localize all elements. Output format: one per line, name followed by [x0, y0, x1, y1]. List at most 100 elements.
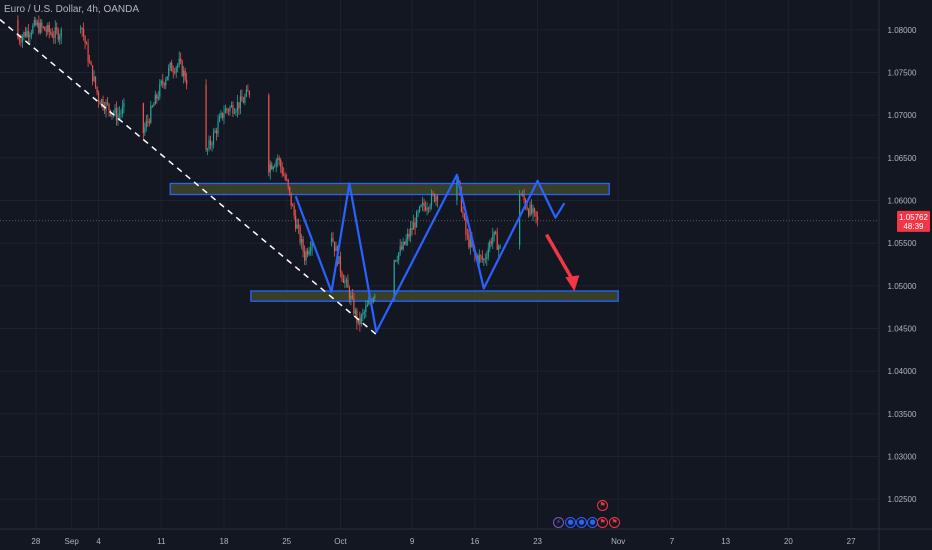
- us-flag-icon[interactable]: ⚑: [597, 500, 608, 511]
- candle-down: [530, 204, 533, 214]
- lightning-icon[interactable]: ⚡: [553, 517, 564, 528]
- time-tick-label: Sep: [65, 537, 80, 546]
- candle-up: [522, 194, 524, 195]
- candle-down: [106, 101, 109, 104]
- candle-down: [295, 215, 297, 229]
- candle-up: [220, 112, 222, 117]
- candle-up: [368, 300, 370, 305]
- descending-trendline: [0, 19, 377, 336]
- time-axis-background: [0, 529, 932, 550]
- candle-down: [142, 103, 144, 134]
- candle-up: [36, 22, 38, 25]
- candle-down: [171, 62, 173, 72]
- candle-down: [48, 25, 50, 33]
- candle-up: [121, 106, 124, 114]
- time-tick-label: 9: [410, 537, 415, 546]
- candle-up: [59, 36, 61, 40]
- candle-up: [396, 260, 398, 261]
- candle-up: [236, 102, 239, 111]
- candle-down: [468, 234, 470, 248]
- candle-down: [151, 106, 153, 107]
- us-flag-icon[interactable]: ⚑: [597, 517, 608, 528]
- candle-down: [20, 40, 22, 43]
- candle-up: [484, 258, 486, 260]
- candle-up: [398, 252, 400, 261]
- candle-up: [418, 206, 421, 212]
- candle-down: [465, 219, 467, 235]
- candle-up: [157, 96, 159, 99]
- candle-up: [330, 238, 333, 242]
- candle-up: [311, 241, 313, 249]
- candle-down: [348, 287, 351, 300]
- projection-arrow-shaft: [544, 233, 575, 283]
- candle-down: [86, 43, 88, 45]
- candle-up: [426, 208, 428, 211]
- time-tick-label: 16: [470, 537, 479, 546]
- price-countdown-label: 48:39: [903, 222, 924, 231]
- candle-down: [147, 121, 149, 122]
- candle-down: [414, 222, 416, 228]
- candle-down: [88, 61, 91, 63]
- candle-up: [269, 164, 271, 173]
- time-tick-label: Oct: [334, 537, 347, 546]
- candle-down: [423, 202, 425, 207]
- chart-grid: [0, 0, 878, 529]
- candle-up: [21, 36, 23, 43]
- candle-up: [26, 31, 28, 37]
- candle-up: [118, 113, 121, 115]
- candle-down: [172, 71, 174, 73]
- candle-down: [226, 108, 228, 111]
- globe-icon[interactable]: ●: [576, 517, 587, 528]
- candle-up: [32, 25, 34, 34]
- price-tick-label: 1.06000: [888, 197, 917, 206]
- candle-down: [97, 92, 100, 102]
- candle-up: [350, 295, 352, 300]
- candle-down: [280, 159, 282, 167]
- candle-up: [100, 99, 103, 105]
- candle-up: [144, 127, 146, 134]
- candle-down: [490, 241, 492, 244]
- candle-down: [27, 31, 29, 38]
- candle-up: [469, 239, 471, 248]
- candle-up: [478, 255, 480, 263]
- candles-layer: [17, 15, 539, 332]
- us-flag-icon[interactable]: ⚑: [609, 517, 620, 528]
- candle-up: [277, 158, 279, 161]
- globe-icon[interactable]: ●: [565, 517, 576, 528]
- candle-up: [23, 31, 25, 37]
- candle-down: [186, 79, 188, 85]
- candle-down: [281, 166, 283, 174]
- price-tick-label: 1.07000: [888, 111, 917, 120]
- candle-down: [103, 107, 106, 111]
- candle-up: [153, 104, 155, 107]
- candle-up: [296, 224, 298, 229]
- candle-down: [90, 61, 92, 66]
- candle-down: [81, 28, 83, 30]
- candle-down: [536, 216, 539, 221]
- candle-up: [366, 304, 368, 307]
- candle-up: [305, 251, 307, 261]
- candle-down: [96, 86, 98, 93]
- candle-up: [224, 108, 227, 114]
- current-price-label: 1.05762: [899, 213, 928, 222]
- candle-down: [180, 58, 182, 62]
- candle-down: [333, 241, 336, 252]
- current-price-badge: [897, 210, 930, 232]
- candle-down: [496, 233, 498, 250]
- candle-up: [372, 297, 374, 303]
- candle-up: [244, 96, 246, 103]
- candle-up: [430, 193, 433, 206]
- candle-up: [150, 106, 152, 123]
- candle-down: [248, 91, 250, 96]
- candle-up: [456, 178, 458, 201]
- candle-up: [223, 113, 225, 118]
- candle-up: [429, 205, 431, 209]
- time-tick-label: 7: [670, 537, 675, 546]
- candle-down: [232, 105, 234, 114]
- candle-up: [218, 116, 221, 122]
- candle-down: [227, 110, 230, 112]
- price-axis-background: [879, 0, 932, 550]
- candle-down: [268, 95, 270, 173]
- candle-down: [271, 164, 273, 170]
